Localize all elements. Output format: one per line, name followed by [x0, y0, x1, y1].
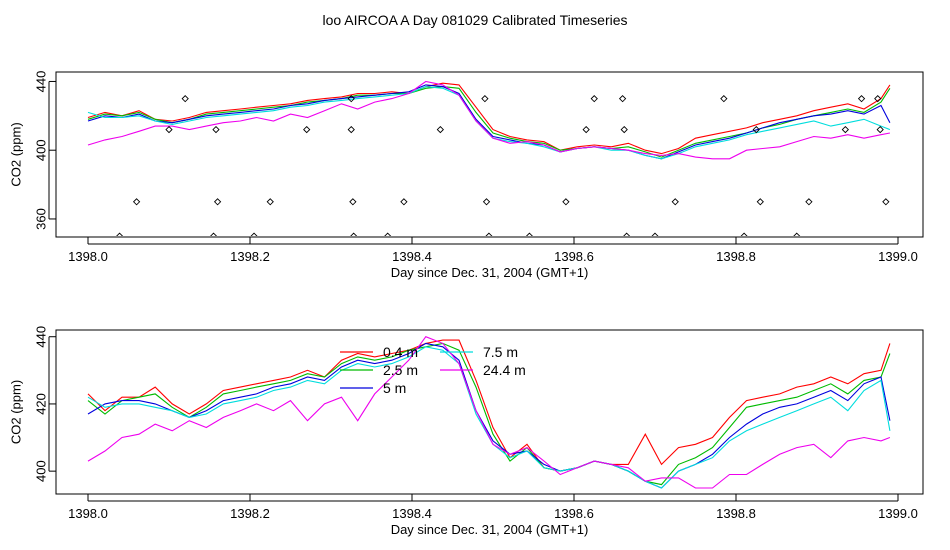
- data-point: [752, 125, 760, 134]
- x-tick-label: 1398.0: [68, 249, 108, 264]
- data-point: [213, 198, 222, 206]
- data-point: [620, 125, 628, 134]
- data-point: [266, 198, 274, 206]
- plot-frame: [55, 329, 924, 495]
- x-tick-label: 1399.0: [878, 506, 918, 521]
- series-line-trace-4: [87, 80, 891, 160]
- y-axis-title: CO2 (ppm): [8, 122, 23, 186]
- top-panel: 1398.0 1398.2 1398.4 1398.6 1398.8 1399.0 360 4…: [8, 71, 924, 280]
- x-tick-label: 1398.6: [554, 506, 594, 521]
- x-tick-label: 1399.0: [878, 249, 918, 264]
- data-point: [400, 198, 408, 206]
- data-point: [481, 95, 489, 103]
- data-point: [740, 232, 748, 236]
- x-tick-label: 1398.0: [68, 506, 108, 521]
- data-point: [618, 95, 627, 103]
- data-point: [210, 232, 218, 236]
- series-line-2-5-m: [87, 342, 891, 486]
- series-line-24-4-m: [87, 336, 891, 489]
- data-point: [350, 232, 358, 236]
- data-point: [756, 198, 764, 206]
- data-point: [805, 198, 813, 206]
- data-point: [436, 125, 444, 134]
- data-point: [525, 232, 533, 236]
- legend-label-2-5-m: 2.5 m: [383, 362, 418, 378]
- figure-title: loo AIRCOA A Day 081029 Calibrated Times…: [322, 12, 627, 28]
- data-point: [671, 198, 679, 206]
- data-point: [623, 232, 631, 236]
- series-line-trace-2: [87, 84, 891, 160]
- data-point: [482, 198, 491, 206]
- data-point: [349, 198, 357, 206]
- data-point: [347, 125, 355, 134]
- x-tick-label: 1398.8: [716, 249, 756, 264]
- y-tick-label: 400: [33, 460, 48, 482]
- plot-area: [87, 80, 891, 236]
- data-point: [582, 125, 590, 134]
- y-tick-label: 400: [33, 139, 48, 161]
- y-tick-label: 440: [33, 326, 48, 348]
- data-point: [857, 95, 866, 103]
- x-tick-label: 1398.2: [230, 249, 270, 264]
- data-point: [590, 95, 598, 103]
- data-point: [874, 95, 882, 103]
- x-tick-label: 1398.6: [554, 249, 594, 264]
- legend-label-7-5-m: 7.5 m: [483, 344, 518, 360]
- x-tick-label: 1398.4: [392, 506, 432, 521]
- x-tick-label: 1398.4: [392, 249, 432, 264]
- x-tick-label: 1398.2: [230, 506, 270, 521]
- data-point: [181, 95, 189, 103]
- x-tick-label: 1398.8: [716, 506, 756, 521]
- y-tick-label: 440: [33, 71, 48, 93]
- plot-area: [87, 336, 891, 489]
- legend-label-24-4-m: 24.4 m: [483, 362, 526, 378]
- legend-label-0-4-m: 0.4 m: [383, 344, 418, 360]
- data-point: [212, 125, 220, 134]
- data-point: [882, 198, 890, 206]
- series-line-5-m: [87, 342, 891, 489]
- data-point: [651, 232, 659, 236]
- data-point: [876, 125, 884, 134]
- x-axis-title: Day since Dec. 31, 2004 (GMT+1): [391, 522, 589, 537]
- data-point: [116, 232, 124, 236]
- bottom-panel: 1398.0 1398.2 1398.4 1398.6 1398.8 1399.0 400 4…: [8, 326, 924, 537]
- series-line-0-4-m: [87, 339, 891, 472]
- data-point: [250, 232, 258, 236]
- legend: 0.4 m 2.5 m 5 m 7.5 m 24.4 m: [340, 344, 526, 396]
- data-point: [165, 125, 173, 134]
- y-tick-label: 360: [33, 208, 48, 230]
- plot-frame: [55, 71, 924, 238]
- data-point: [793, 232, 801, 236]
- data-point: [303, 125, 311, 134]
- y-axis-title: CO2 (ppm): [8, 380, 23, 444]
- legend-label-5-m: 5 m: [383, 380, 406, 396]
- x-axis-title: Day since Dec. 31, 2004 (GMT+1): [391, 265, 589, 280]
- data-point: [347, 95, 355, 103]
- data-point: [384, 232, 392, 236]
- data-point: [841, 125, 849, 134]
- data-point: [562, 198, 570, 206]
- series-line-trace-0: [87, 82, 891, 155]
- data-point: [485, 232, 493, 236]
- data-point: [132, 198, 141, 206]
- y-tick-label: 420: [33, 393, 48, 415]
- data-point: [720, 95, 728, 103]
